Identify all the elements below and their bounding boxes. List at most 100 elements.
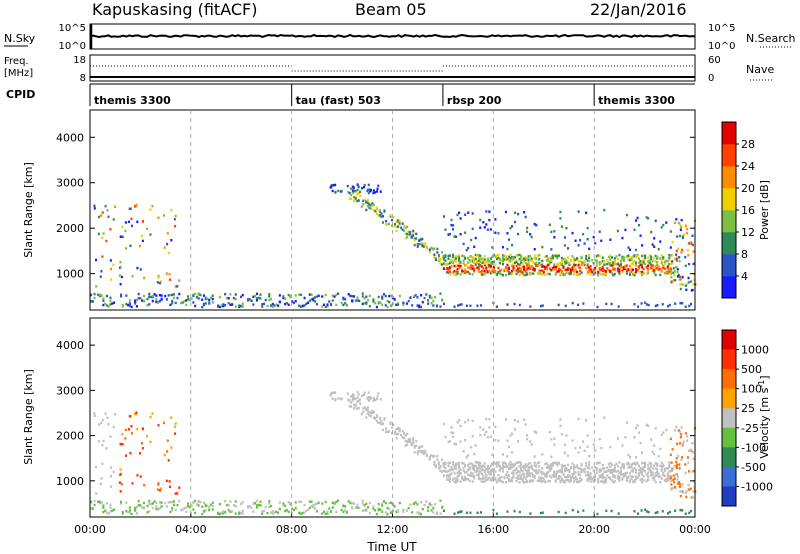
velocity-cell (641, 477, 644, 481)
velocity-cell (468, 479, 471, 483)
power-cell (128, 304, 131, 307)
power-cell (670, 276, 673, 279)
power-cell (571, 265, 574, 269)
power-cell (588, 265, 591, 269)
velocity-cell (432, 511, 435, 514)
power-cell (635, 219, 638, 222)
power-cell (500, 268, 503, 272)
velocity-cell (332, 391, 335, 395)
velocity-cell (682, 442, 685, 446)
velocity-cell (647, 471, 650, 475)
power-cell (566, 261, 570, 265)
velocity-cell (545, 466, 548, 469)
power-cell (445, 263, 449, 266)
velocity-cell (507, 467, 511, 470)
velocity-cell (400, 433, 403, 437)
power-cell (548, 272, 551, 276)
power-cell (627, 254, 630, 257)
velocity-cell (464, 478, 467, 482)
power-cell (585, 257, 588, 260)
power-cell (530, 259, 533, 263)
power-cell (220, 304, 223, 307)
velocity-cell (520, 466, 523, 470)
velocity-cell (577, 473, 580, 476)
velocity-cell (282, 503, 285, 507)
velocity-cell (642, 475, 645, 478)
velocity-cell (451, 460, 455, 464)
velocity-cell (421, 445, 424, 448)
time-tick-label: 08:00 (276, 523, 308, 536)
velocity-cell (510, 471, 514, 475)
velocity-cell (653, 452, 656, 456)
power-cell (480, 270, 483, 273)
velocity-cell (480, 480, 483, 483)
velocity-cell (672, 474, 675, 477)
power-cell (352, 186, 355, 189)
velocity-cell (479, 433, 482, 437)
power-cell (146, 227, 149, 231)
velocity-cell (128, 511, 131, 514)
velocity-cell (619, 473, 622, 476)
power-ytick-label: 3000 (56, 177, 84, 190)
velocity-cell (392, 423, 395, 426)
power-cell (218, 305, 221, 309)
power-cell (448, 265, 452, 269)
power-cell (169, 303, 172, 307)
velocity-cell (619, 466, 622, 470)
velocity-cell (559, 480, 562, 483)
power-cell (572, 273, 576, 276)
velocity-cell (514, 468, 517, 472)
velocity-cell (562, 465, 565, 468)
velocity-cell (604, 477, 607, 480)
power-cell (173, 217, 176, 221)
velocity-cell (489, 464, 492, 468)
velocity-cell (566, 463, 570, 467)
velocity-cell (651, 476, 654, 480)
velocity-cell (622, 474, 625, 478)
velocity-cell (586, 466, 589, 469)
power-cell (398, 222, 401, 225)
velocity-cell (149, 415, 152, 419)
power-cell (533, 247, 536, 251)
power-cell (477, 259, 480, 262)
power-cell (109, 303, 112, 306)
power-cell (410, 235, 413, 239)
velocity-cell (448, 461, 452, 465)
velocity-cell (386, 430, 389, 434)
velocity-cell (673, 465, 676, 468)
velocity-cell (291, 507, 294, 510)
power-cell (538, 272, 541, 275)
power-cell (684, 305, 687, 308)
velocity-cell (94, 465, 98, 469)
velocity-cell (334, 398, 337, 401)
velocity-cell (539, 511, 543, 515)
velocity-cell (598, 474, 601, 477)
velocity-cell (660, 433, 663, 437)
velocity-cell (671, 467, 674, 471)
power-cell (666, 266, 669, 270)
velocity-cell (458, 466, 461, 470)
velocity-cell (407, 506, 410, 510)
velocity-cell (675, 463, 678, 466)
power-cell (548, 262, 551, 265)
power-cell (458, 254, 461, 257)
velocity-cell (218, 502, 221, 506)
power-cell (377, 295, 380, 299)
power-cell (609, 238, 612, 241)
velocity-cell (651, 450, 654, 454)
power-cell (506, 257, 509, 261)
velocity-cell (406, 432, 409, 436)
power-cell (160, 280, 163, 283)
velocity-cell (644, 470, 647, 473)
velocity-cell (512, 475, 515, 479)
power-cell (518, 257, 521, 261)
power-cell (618, 253, 621, 257)
power-cell (453, 273, 456, 276)
velocity-cell (473, 466, 476, 470)
power-cell (638, 261, 641, 264)
velocity-cell (232, 504, 236, 507)
velocity-cell (633, 467, 636, 470)
velocity-cell (621, 478, 624, 481)
velocity-cell (492, 508, 495, 512)
power-cell (102, 303, 105, 307)
